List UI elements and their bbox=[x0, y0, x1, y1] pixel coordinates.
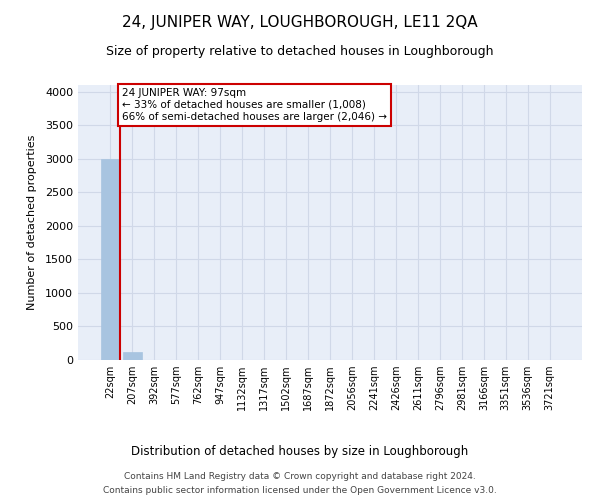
Text: Contains public sector information licensed under the Open Government Licence v3: Contains public sector information licen… bbox=[103, 486, 497, 495]
Text: Distribution of detached houses by size in Loughborough: Distribution of detached houses by size … bbox=[131, 444, 469, 458]
Text: Size of property relative to detached houses in Loughborough: Size of property relative to detached ho… bbox=[106, 45, 494, 58]
Text: 24 JUNIPER WAY: 97sqm
← 33% of detached houses are smaller (1,008)
66% of semi-d: 24 JUNIPER WAY: 97sqm ← 33% of detached … bbox=[122, 88, 386, 122]
Bar bbox=[101, 159, 119, 360]
Text: 24, JUNIPER WAY, LOUGHBOROUGH, LE11 2QA: 24, JUNIPER WAY, LOUGHBOROUGH, LE11 2QA bbox=[122, 15, 478, 30]
Bar bbox=[123, 352, 142, 360]
Y-axis label: Number of detached properties: Number of detached properties bbox=[26, 135, 37, 310]
Text: Contains HM Land Registry data © Crown copyright and database right 2024.: Contains HM Land Registry data © Crown c… bbox=[124, 472, 476, 481]
